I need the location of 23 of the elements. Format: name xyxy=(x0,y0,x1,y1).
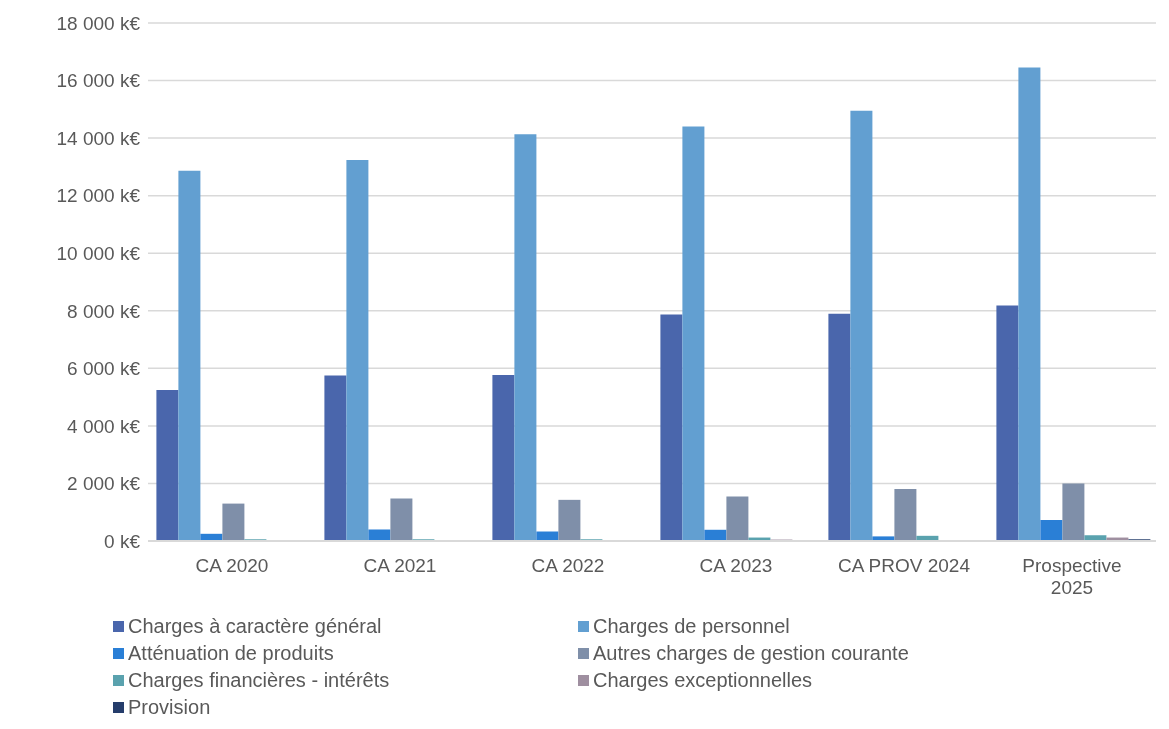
y-tick-label: 6 000 k€ xyxy=(67,358,141,380)
y-tick-label: 18 000 k€ xyxy=(56,12,141,34)
y-tick-label: 16 000 k€ xyxy=(56,70,141,92)
y-tick-label: 2 000 k€ xyxy=(67,473,141,495)
x-tick-label: Prospective 2025 xyxy=(1022,555,1122,598)
legend-label: Charges à caractère général xyxy=(128,614,382,639)
legend-label: Provision xyxy=(128,695,211,720)
legend-label: Atténuation de produits xyxy=(128,641,334,666)
legend-label: Autres charges de gestion courante xyxy=(593,641,909,666)
x-tick-label: CA PROV 2024 xyxy=(837,555,971,577)
x-tick-label: CA 2021 xyxy=(363,555,437,577)
y-tick-label: 12 000 k€ xyxy=(56,185,141,207)
y-tick-label: 0 k€ xyxy=(104,530,141,552)
x-tick-label: CA 2020 xyxy=(195,555,269,577)
y-tick-label: 10 000 k€ xyxy=(56,242,141,264)
x-tick-label: CA 2022 xyxy=(531,555,605,577)
y-tick-label: 8 000 k€ xyxy=(67,300,141,322)
y-tick-label: 14 000 k€ xyxy=(56,127,141,149)
x-tick-label: CA 2023 xyxy=(699,555,773,577)
legend-label: Charges financières - intérêts xyxy=(128,668,390,693)
y-tick-label: 4 000 k€ xyxy=(67,415,141,437)
legend-label: Charges de personnel xyxy=(593,614,790,639)
legend-label: Charges exceptionnelles xyxy=(593,668,813,693)
